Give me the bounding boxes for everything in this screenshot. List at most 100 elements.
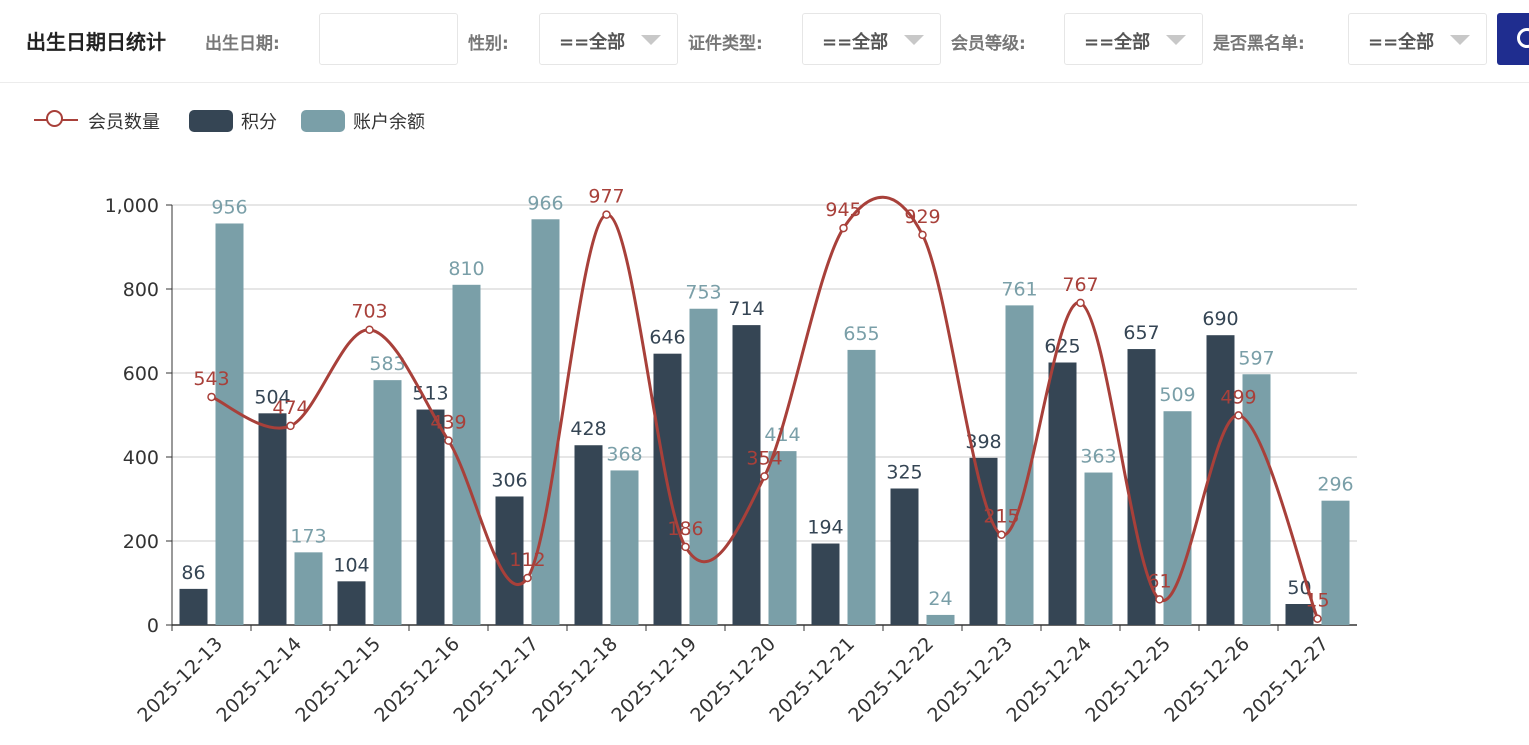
data-label-balance: 296 xyxy=(1317,474,1353,496)
gender-select-value: ==全部 xyxy=(559,32,626,53)
blacklist-select[interactable]: ==全部 xyxy=(1348,13,1487,65)
data-label-points: 625 xyxy=(1044,336,1080,358)
legend-label-member-count: 会员数量 xyxy=(88,112,160,133)
data-label-member-count: 703 xyxy=(351,301,387,323)
data-label-balance: 761 xyxy=(1001,278,1037,300)
bar-points xyxy=(416,409,445,625)
data-label-balance: 24 xyxy=(928,588,952,610)
point-member-count xyxy=(1076,298,1085,308)
legend-box-balance xyxy=(301,110,345,132)
point-member-count xyxy=(760,472,769,481)
legend-item-points[interactable]: 积分 xyxy=(189,106,289,134)
data-label-balance: 583 xyxy=(369,353,405,375)
birth-date-input[interactable] xyxy=(319,13,458,65)
data-label-member-count: 15 xyxy=(1305,590,1329,612)
data-label-member-count: 354 xyxy=(746,447,782,469)
bar-balance xyxy=(1163,411,1192,625)
y-tick-label: 1,000 xyxy=(105,195,159,217)
data-label-member-count: 112 xyxy=(509,549,545,571)
data-label-points: 690 xyxy=(1202,308,1238,330)
point-member-count xyxy=(1313,614,1322,623)
bar-balance xyxy=(689,308,718,625)
data-label-points: 325 xyxy=(886,462,922,484)
bar-points xyxy=(1285,604,1314,625)
bar-balance xyxy=(768,451,797,625)
y-tick-label: 200 xyxy=(123,531,159,553)
y-tick-label: 400 xyxy=(123,447,159,469)
data-label-points: 194 xyxy=(807,517,843,539)
bar-balance xyxy=(215,223,244,626)
blacklist-label: 是否黑名单: xyxy=(1213,34,1305,54)
search-button[interactable] xyxy=(1497,13,1529,65)
bar-points xyxy=(258,413,287,625)
data-label-balance: 655 xyxy=(843,323,879,345)
member-level-label: 会员等级: xyxy=(951,34,1026,54)
id-type-select-value: ==全部 xyxy=(822,32,889,53)
data-label-balance: 368 xyxy=(606,443,642,465)
bar-points xyxy=(495,496,524,625)
bar-balance xyxy=(373,380,402,625)
data-label-balance: 363 xyxy=(1080,446,1116,468)
search-icon xyxy=(1517,28,1529,48)
legend-label-balance: 账户余额 xyxy=(353,112,425,133)
legend-item-member-count[interactable]: 会员数量 xyxy=(34,106,174,134)
data-label-member-count: 186 xyxy=(667,518,703,540)
data-label-points: 504 xyxy=(254,386,290,408)
bar-points xyxy=(811,543,840,625)
birth-date-label: 出生日期: xyxy=(205,34,280,54)
point-member-count xyxy=(839,223,848,233)
legend-box-points xyxy=(189,110,233,132)
data-label-points: 428 xyxy=(570,418,606,440)
data-label-balance: 414 xyxy=(764,424,800,446)
data-label-balance: 509 xyxy=(1159,384,1195,406)
point-member-count xyxy=(1234,411,1243,420)
bar-points xyxy=(732,325,761,625)
point-member-count xyxy=(286,421,295,431)
data-label-balance: 810 xyxy=(448,258,484,280)
page-title: 出生日期日统计 xyxy=(26,30,166,54)
gender-select[interactable]: ==全部 xyxy=(539,13,678,65)
bar-balance xyxy=(1084,472,1113,625)
data-label-member-count: 767 xyxy=(1062,274,1098,296)
bar-points xyxy=(1048,362,1077,625)
member-level-select-value: ==全部 xyxy=(1084,32,1151,53)
chevron-down-icon xyxy=(641,35,661,45)
y-tick-label: 0 xyxy=(147,615,159,637)
id-type-select[interactable]: ==全部 xyxy=(802,13,941,65)
data-label-member-count: 499 xyxy=(1220,386,1256,408)
data-label-balance: 966 xyxy=(527,192,563,214)
point-member-count xyxy=(207,392,216,402)
legend-circle-marker xyxy=(46,110,63,127)
data-label-member-count: 543 xyxy=(193,368,229,390)
data-label-points: 513 xyxy=(412,383,448,405)
bar-balance xyxy=(847,349,876,625)
data-label-points: 306 xyxy=(491,469,527,491)
data-label-points: 86 xyxy=(181,562,205,584)
bar-points xyxy=(890,488,919,625)
chevron-down-icon xyxy=(1450,35,1470,45)
blacklist-select-value: ==全部 xyxy=(1368,32,1435,53)
member-level-select[interactable]: ==全部 xyxy=(1064,13,1203,65)
data-label-balance: 597 xyxy=(1238,347,1274,369)
chevron-down-icon xyxy=(1166,35,1186,45)
bar-balance xyxy=(1242,374,1271,625)
bar-points xyxy=(1127,349,1156,625)
data-label-points: 398 xyxy=(965,431,1001,453)
data-label-member-count: 929 xyxy=(904,206,940,228)
legend-item-balance[interactable]: 账户余额 xyxy=(301,106,441,134)
chevron-down-icon xyxy=(904,35,924,45)
data-label-member-count: 439 xyxy=(430,412,466,434)
data-label-member-count: 977 xyxy=(588,186,624,208)
bar-balance xyxy=(1321,500,1350,625)
data-label-balance: 956 xyxy=(211,196,247,218)
point-member-count xyxy=(444,436,453,445)
bar-points xyxy=(1206,335,1235,625)
point-member-count xyxy=(918,230,927,240)
point-member-count xyxy=(365,325,374,334)
data-label-member-count: 215 xyxy=(983,506,1019,528)
data-label-points: 646 xyxy=(649,327,685,349)
x-tick-label: 2025-12-27 xyxy=(1239,633,1333,727)
data-label-balance: 173 xyxy=(290,525,326,547)
y-tick-label: 800 xyxy=(123,279,159,301)
